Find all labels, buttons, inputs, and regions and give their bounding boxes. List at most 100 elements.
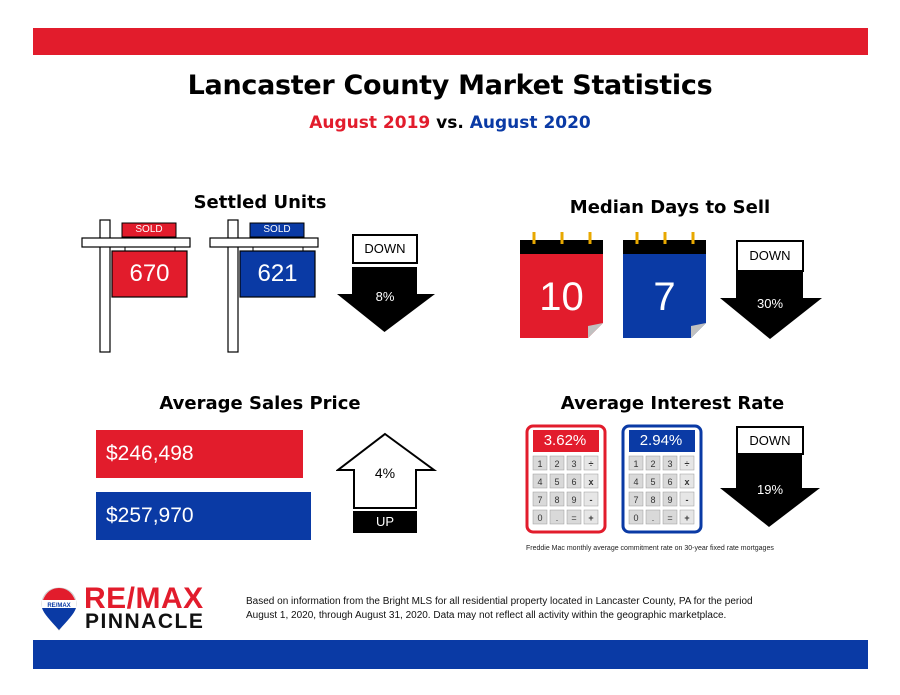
top-red-bar xyxy=(33,28,868,55)
calc-key-label: 6 xyxy=(571,477,576,487)
interest-title: Average Interest Rate xyxy=(560,393,785,414)
calc-key xyxy=(566,491,582,507)
calc-key-label: 0 xyxy=(633,513,638,523)
calc-key-label: 4 xyxy=(633,477,638,487)
settled-direction-label: DOWN xyxy=(352,234,418,264)
calc-key-label: 9 xyxy=(571,495,576,505)
calc-key xyxy=(566,455,582,471)
calc-key-label: 3 xyxy=(571,459,576,469)
calc-key xyxy=(645,473,661,489)
calculator-2020: 1 2 3 ÷ 4 5 6 x 7 8 9 - 0. = + xyxy=(621,424,703,534)
disclaimer: Based on information from the Bright MLS… xyxy=(246,595,836,623)
median-days-title: Median Days to Sell xyxy=(569,197,771,218)
calc-key xyxy=(628,455,644,471)
sold-label-2020: SOLD xyxy=(263,224,291,235)
calc-key-label: 1 xyxy=(537,459,542,469)
price-up-arrow-icon xyxy=(336,432,438,509)
avg-price-title: Average Sales Price xyxy=(159,393,361,414)
disclaimer-line-1: Based on information from the Bright MLS… xyxy=(246,596,753,607)
calc-key xyxy=(532,509,548,525)
calc-key xyxy=(662,455,678,471)
calc-key xyxy=(662,491,678,507)
calc-key-label: 7 xyxy=(537,495,542,505)
median-days-2020: 7 xyxy=(653,275,676,319)
price-direction-label: UP xyxy=(353,511,417,533)
calc-key xyxy=(662,509,678,525)
calc-key-label: ÷ xyxy=(589,459,594,469)
calc-key-label: - xyxy=(590,495,593,505)
balloon-text: RE/MAX xyxy=(47,603,70,609)
bottom-blue-bar xyxy=(33,640,868,669)
interest-footnote: Freddie Mac monthly average commitment r… xyxy=(526,545,774,552)
calc-key xyxy=(532,491,548,507)
calc-key-label: . xyxy=(652,513,655,523)
calc-key xyxy=(583,455,599,471)
calc-key xyxy=(662,473,678,489)
settled-down-arrow-icon xyxy=(337,267,435,332)
calc-key-label: . xyxy=(556,513,559,523)
calc-key xyxy=(645,455,661,471)
avg-price-2019: $246,498 xyxy=(96,430,303,478)
calc-key xyxy=(549,455,565,471)
calc-key-label: 9 xyxy=(667,495,672,505)
calc-key-label: 5 xyxy=(650,477,655,487)
settled-units-title: Settled Units xyxy=(193,192,327,213)
subtitle-year-2019: August 2019 xyxy=(309,113,431,133)
remax-balloon-logo-icon: RE/MAX xyxy=(41,587,77,631)
sold-label-2019: SOLD xyxy=(135,224,163,235)
calc-key-label: 5 xyxy=(554,477,559,487)
settled-units-2019: 670 xyxy=(129,260,170,287)
calculators-graphic: 1 2 3 ÷ 4 5 6 x 7 8 9 - 0. = +1 2 3 ÷ 4 5 6 x 7 8 9 - 0. = + xyxy=(525,424,703,534)
calc-key-label: x xyxy=(684,477,689,487)
disclaimer-line-2: August 1, 2020, through August 31, 2020.… xyxy=(246,610,727,621)
avg-price-2020: $257,970 xyxy=(96,492,311,540)
median-down-arrow-icon xyxy=(720,270,822,339)
calc-key xyxy=(628,473,644,489)
calendars-graphic xyxy=(520,232,706,338)
calc-key-label: x xyxy=(588,477,593,487)
calc-key-label: 7 xyxy=(633,495,638,505)
calc-key xyxy=(549,491,565,507)
calc-key-label: 2 xyxy=(650,459,655,469)
calc-key xyxy=(532,473,548,489)
settled-units-2020: 621 xyxy=(257,260,298,287)
logo-remax: RE/MAX xyxy=(84,582,204,615)
calc-key xyxy=(679,473,695,489)
calc-key xyxy=(549,509,565,525)
calc-key-label: ÷ xyxy=(685,459,690,469)
calc-key-label: 4 xyxy=(537,477,542,487)
settled-change: 8% xyxy=(375,289,395,304)
interest-direction-label: DOWN xyxy=(736,426,804,455)
calc-key xyxy=(583,473,599,489)
calc-key xyxy=(628,491,644,507)
calc-key-label: 8 xyxy=(650,495,655,505)
calc-key xyxy=(549,473,565,489)
calc-key xyxy=(583,491,599,507)
median-days-2019: 10 xyxy=(539,275,584,319)
calculator-2019: 1 2 3 ÷ 4 5 6 x 7 8 9 - 0. = + xyxy=(525,424,607,534)
calc-key-label: - xyxy=(686,495,689,505)
sold-signs-graphic xyxy=(81,219,319,353)
interest-2019: 3.62% xyxy=(543,432,587,449)
logo-pinnacle: PINNACLE xyxy=(85,610,205,633)
calc-key xyxy=(532,455,548,471)
price-change: 4% xyxy=(374,465,396,481)
calc-key xyxy=(566,509,582,525)
page-subtitle: August 2019 vs. August 2020 xyxy=(0,113,900,133)
calc-key-label: 0 xyxy=(537,513,542,523)
median-change: 30% xyxy=(756,296,784,311)
subtitle-vs: vs. xyxy=(430,113,470,133)
calc-key xyxy=(645,491,661,507)
calc-key xyxy=(679,509,695,525)
calc-key-label: 3 xyxy=(667,459,672,469)
calc-key xyxy=(566,473,582,489)
interest-down-arrow-icon xyxy=(720,452,820,527)
interest-2020: 2.94% xyxy=(639,432,683,449)
interest-change: 19% xyxy=(756,482,784,497)
calc-key xyxy=(679,491,695,507)
calc-key-label: = xyxy=(571,513,576,523)
calc-key-label: 6 xyxy=(667,477,672,487)
median-direction-label: DOWN xyxy=(736,240,804,272)
calc-key-label: + xyxy=(684,513,689,523)
calc-key-label: 1 xyxy=(633,459,638,469)
